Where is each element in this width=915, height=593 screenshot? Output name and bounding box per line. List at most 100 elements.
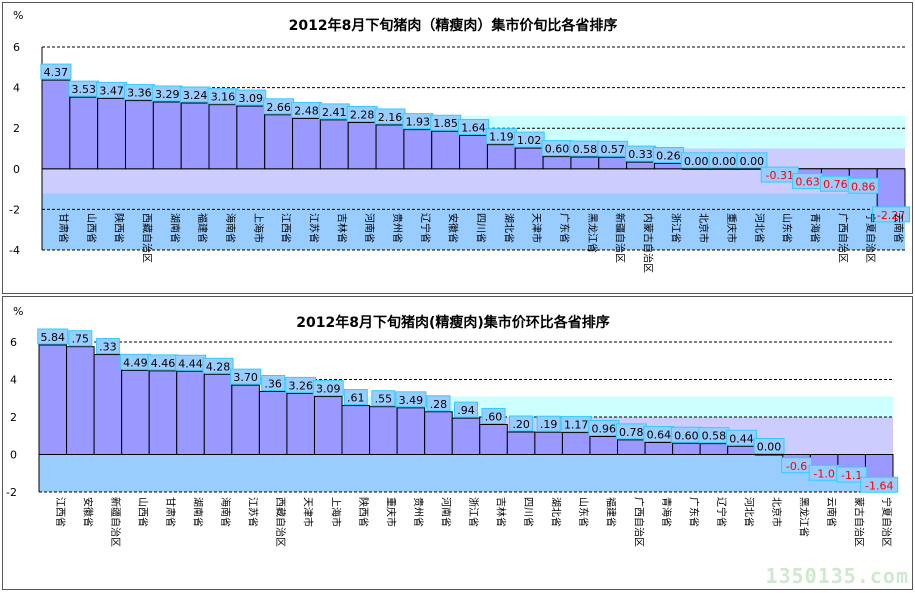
data-label: 0.58 — [573, 143, 598, 156]
data-label: 1.02 — [517, 134, 542, 147]
x-tick-label: 河北省 — [753, 213, 766, 243]
data-label: 2.16 — [378, 111, 403, 124]
chart-panel-xun-bi: -4 -2 0 2 4 6 2012年8月下旬猪肉（精瘦肉）集市价旬比各省排序% 4.37 3.… — [2, 2, 913, 294]
data-label-box — [736, 152, 768, 169]
data-label-box — [40, 63, 72, 80]
bar-19 — [561, 432, 591, 455]
data-label-box — [481, 408, 506, 424]
watermark: 1350135.com — [765, 564, 909, 588]
plot-band — [39, 454, 893, 492]
bar-23 — [672, 442, 701, 455]
x-tick-label: 贵州省 — [412, 497, 425, 527]
data-label: 0.00 — [740, 155, 765, 168]
data-label: 3.09 — [239, 92, 264, 105]
data-label: 0.86 — [851, 180, 876, 193]
bar-8 — [258, 391, 288, 455]
x-tick-label: 海南省 — [219, 497, 232, 527]
bar-15 — [451, 417, 481, 455]
bar-21 — [617, 439, 646, 455]
data-label: 0.33 — [628, 148, 653, 161]
x-tick-label: 青海省 — [660, 497, 673, 527]
y-tick-label: 6 — [10, 336, 17, 349]
x-tick-label: 陕西省 — [357, 497, 370, 527]
x-tick-label: 青海省 — [809, 213, 822, 243]
data-label: 0.78 — [619, 426, 644, 439]
x-tick-label: 浙江省 — [467, 497, 480, 527]
data-label: 2.28 — [350, 109, 375, 122]
data-label: 0.96 — [591, 423, 616, 436]
bar-3 — [125, 100, 154, 170]
data-label: 3.70 — [233, 371, 258, 384]
data-label-box — [753, 438, 785, 454]
data-label-box — [458, 119, 489, 136]
y-tick-label: 2 — [10, 411, 17, 424]
x-tick-label: 四川省 — [522, 497, 535, 527]
bar-1 — [69, 96, 99, 170]
y-tick-label: -2 — [6, 486, 17, 499]
x-tick-label: 江苏省 — [307, 213, 320, 243]
chart-title: 2012年8月下旬猪肉(精瘦肉)集市价环比各省排序 — [296, 314, 610, 331]
data-label: 3.53 — [72, 83, 97, 96]
x-tick-label: 上海市 — [252, 213, 265, 243]
data-label: 4.46 — [151, 357, 176, 370]
chart-huan-bi: -2 0 2 4 6 2012年8月下旬猪肉(精瘦肉)集市价环比各省排序% 5.84 .75.… — [6, 305, 899, 547]
bar-2 — [97, 97, 127, 170]
x-tick-label: 江西省 — [280, 213, 293, 243]
x-tick-label: 陕西省 — [113, 213, 126, 243]
data-label: .75 — [72, 333, 90, 346]
x-tick-label: 安徽省 — [81, 497, 94, 527]
data-label: 0.58 — [702, 430, 727, 443]
data-label: 0.60 — [545, 143, 570, 156]
data-label-box — [509, 415, 534, 432]
data-label-box — [371, 390, 396, 407]
bar-11 — [341, 405, 371, 455]
data-label-box — [725, 429, 757, 446]
data-label: 4.49 — [123, 356, 148, 369]
bar-17 — [514, 147, 544, 170]
y-tick-label: 0 — [10, 449, 17, 462]
bar-20 — [598, 156, 628, 170]
plot-band — [42, 193, 905, 210]
x-tick-label: 贵州省 — [391, 213, 404, 243]
data-label: -1.64 — [865, 479, 893, 492]
x-tick-label: 辽宁省 — [715, 497, 728, 527]
data-label: .60 — [485, 411, 503, 424]
x-tick-label: 广东省 — [558, 213, 571, 243]
x-tick-label: 海南省 — [224, 213, 237, 243]
x-tick-label: 湖北省 — [502, 213, 515, 243]
data-label-box — [836, 466, 868, 483]
bar-15 — [459, 135, 488, 170]
bar-17 — [506, 431, 536, 455]
x-tick-label: 黑龙江省 — [798, 497, 811, 537]
bar-23 — [681, 168, 711, 170]
data-label: 2.41 — [322, 106, 347, 119]
bar-9 — [286, 392, 315, 455]
bar-18 — [542, 156, 572, 170]
y-tick-label: 0 — [13, 163, 20, 176]
data-label: 3.49 — [399, 394, 424, 407]
data-label-box — [261, 375, 286, 391]
x-tick-label: 吉林省 — [335, 213, 348, 243]
data-label-box — [230, 368, 262, 385]
data-label: -0.31 — [765, 169, 793, 182]
plot-band — [42, 209, 905, 250]
data-label: .28 — [430, 398, 448, 411]
data-label: 1.19 — [489, 131, 514, 144]
data-label: 2.66 — [266, 101, 291, 114]
data-label: 0.76 — [823, 178, 848, 191]
x-tick-label: 西藏自治区 — [140, 213, 153, 263]
data-label: 0.00 — [684, 155, 709, 168]
bar-4 — [152, 101, 182, 170]
data-label-box — [202, 357, 234, 374]
x-tick-label: 四川省 — [475, 213, 488, 243]
x-tick-label: 江苏省 — [247, 497, 260, 527]
x-tick-label: 黑龙江省 — [586, 213, 599, 253]
data-label-box — [454, 401, 478, 418]
bar-6 — [208, 104, 238, 170]
y-axis-label: % — [13, 9, 23, 22]
bar-10 — [319, 119, 349, 170]
bar-0 — [38, 344, 68, 455]
x-tick-label: 西藏自治区 — [274, 497, 287, 547]
chart-title: 2012年8月下旬猪肉（精瘦肉）集市价旬比各省排序 — [289, 17, 618, 34]
data-label: .55 — [375, 393, 393, 406]
